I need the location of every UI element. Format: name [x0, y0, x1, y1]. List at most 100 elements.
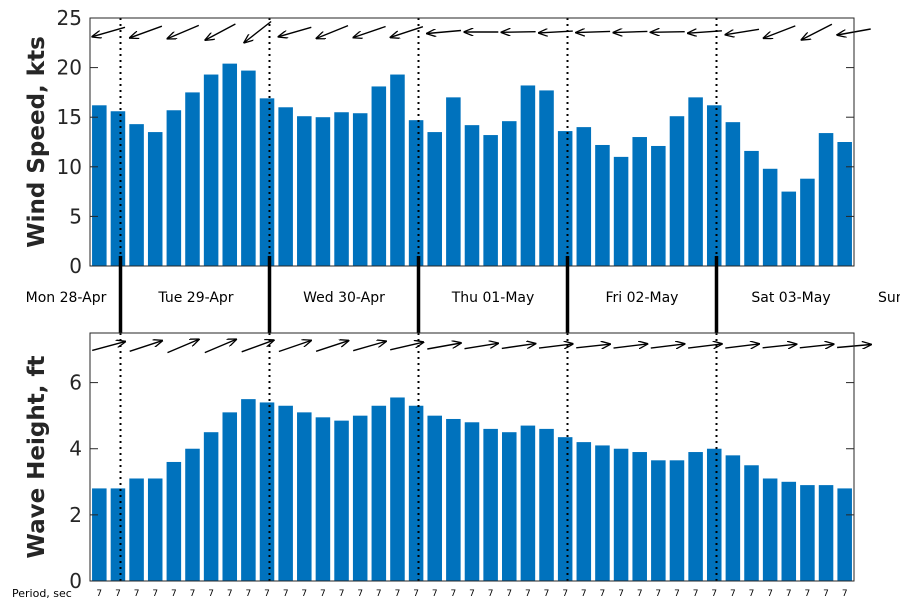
- direction-arrow: [651, 32, 685, 33]
- bar: [203, 432, 219, 581]
- bar: [427, 132, 442, 266]
- bar: [129, 124, 144, 266]
- period-value: 7: [246, 589, 252, 599]
- period-value: 7: [730, 589, 736, 599]
- period-value: 7: [376, 589, 382, 599]
- period-value: 7: [152, 589, 158, 599]
- period-value: 7: [115, 589, 121, 599]
- bar: [166, 110, 182, 266]
- y-axis-label: Wind Speed, kts: [24, 36, 50, 248]
- direction-arrow: [204, 339, 236, 354]
- bar: [222, 412, 238, 581]
- bar: [781, 481, 797, 581]
- day-label: Sun: [878, 290, 900, 306]
- bar: [818, 133, 834, 266]
- bar: [818, 485, 834, 581]
- direction-arrow: [799, 344, 834, 348]
- bar: [632, 452, 647, 581]
- bar: [725, 455, 741, 581]
- day-label: Fri 02-May: [606, 290, 679, 306]
- day-label: Thu 01-May: [451, 290, 535, 306]
- period-value: 7: [413, 589, 419, 599]
- period-value: 7: [488, 589, 494, 599]
- bar: [185, 92, 200, 267]
- direction-arrow: [427, 343, 461, 350]
- y-tick-label: 5: [69, 204, 82, 228]
- plot-frame: [89, 17, 855, 267]
- bar: [781, 191, 797, 266]
- period-value: 7: [767, 589, 773, 599]
- period-value: 7: [469, 589, 475, 599]
- bar: [334, 112, 349, 267]
- bar: [762, 478, 778, 581]
- direction-arrow: [129, 341, 162, 352]
- bar: [390, 74, 405, 266]
- direction-arrow: [315, 341, 348, 352]
- bar: [483, 428, 498, 581]
- direction-arrow: [353, 341, 386, 352]
- bar: [576, 442, 592, 581]
- bar: [557, 437, 573, 581]
- bar: [464, 125, 480, 266]
- direction-arrow: [501, 344, 536, 350]
- direction-arrow: [390, 342, 423, 351]
- direction-arrow: [317, 24, 349, 39]
- period-value: 7: [655, 589, 661, 599]
- direction-arrow: [576, 344, 610, 348]
- bar: [837, 488, 852, 581]
- wind-speed-panel: 0 5 10 15 20 25 Wind Speed, kts: [24, 6, 871, 278]
- y-tick-label: 25: [57, 6, 82, 30]
- y-tick-label: 6: [69, 371, 82, 395]
- period-value: 7: [357, 589, 363, 599]
- period-value: 7: [711, 589, 717, 599]
- bar: [595, 144, 610, 266]
- period-value: 7: [581, 589, 587, 599]
- bar: [446, 418, 461, 581]
- period-value: 7: [96, 589, 102, 599]
- bar: [800, 178, 815, 266]
- y-tick-label: 10: [57, 155, 82, 179]
- period-value: 7: [208, 589, 214, 599]
- bar: [446, 97, 461, 266]
- direction-arrow: [764, 25, 796, 38]
- day-label: Sat 03-May: [751, 290, 830, 306]
- period-value: 7: [190, 589, 196, 599]
- direction-arrow: [613, 31, 648, 32]
- bar: [744, 150, 759, 266]
- period-value: 7: [432, 589, 438, 599]
- y-tick-label: 4: [69, 437, 82, 461]
- period-value: 7: [823, 589, 829, 599]
- bar: [688, 97, 703, 266]
- direction-arrow: [168, 24, 200, 38]
- y-tick-label: 15: [57, 105, 82, 129]
- bar: [334, 420, 349, 581]
- period-value: 7: [171, 589, 177, 599]
- bar: [241, 399, 256, 581]
- direction-arrow: [279, 26, 312, 36]
- bar: [762, 168, 778, 266]
- bar: [483, 135, 498, 266]
- direction-arrow: [650, 344, 685, 348]
- period-value: 7: [506, 589, 512, 599]
- y-tick-label: 2: [69, 503, 82, 527]
- period-value: 7: [451, 589, 457, 599]
- bar: [688, 452, 703, 581]
- bar: [203, 74, 219, 266]
- period-value: 7: [562, 589, 568, 599]
- period-value: 7: [395, 589, 401, 599]
- bar: [297, 412, 312, 581]
- day-label: Mon 28-Apr: [26, 290, 107, 306]
- bar: [222, 63, 238, 266]
- bar: [632, 137, 647, 266]
- bar: [557, 131, 573, 266]
- bar: [651, 145, 666, 266]
- bar: [669, 116, 685, 267]
- bar: [390, 397, 405, 581]
- direction-arrow: [576, 31, 611, 32]
- bar: [166, 461, 182, 581]
- y-tick-label: 20: [57, 56, 82, 80]
- bar: [408, 405, 424, 581]
- bar: [427, 415, 442, 581]
- period-value: 7: [525, 589, 531, 599]
